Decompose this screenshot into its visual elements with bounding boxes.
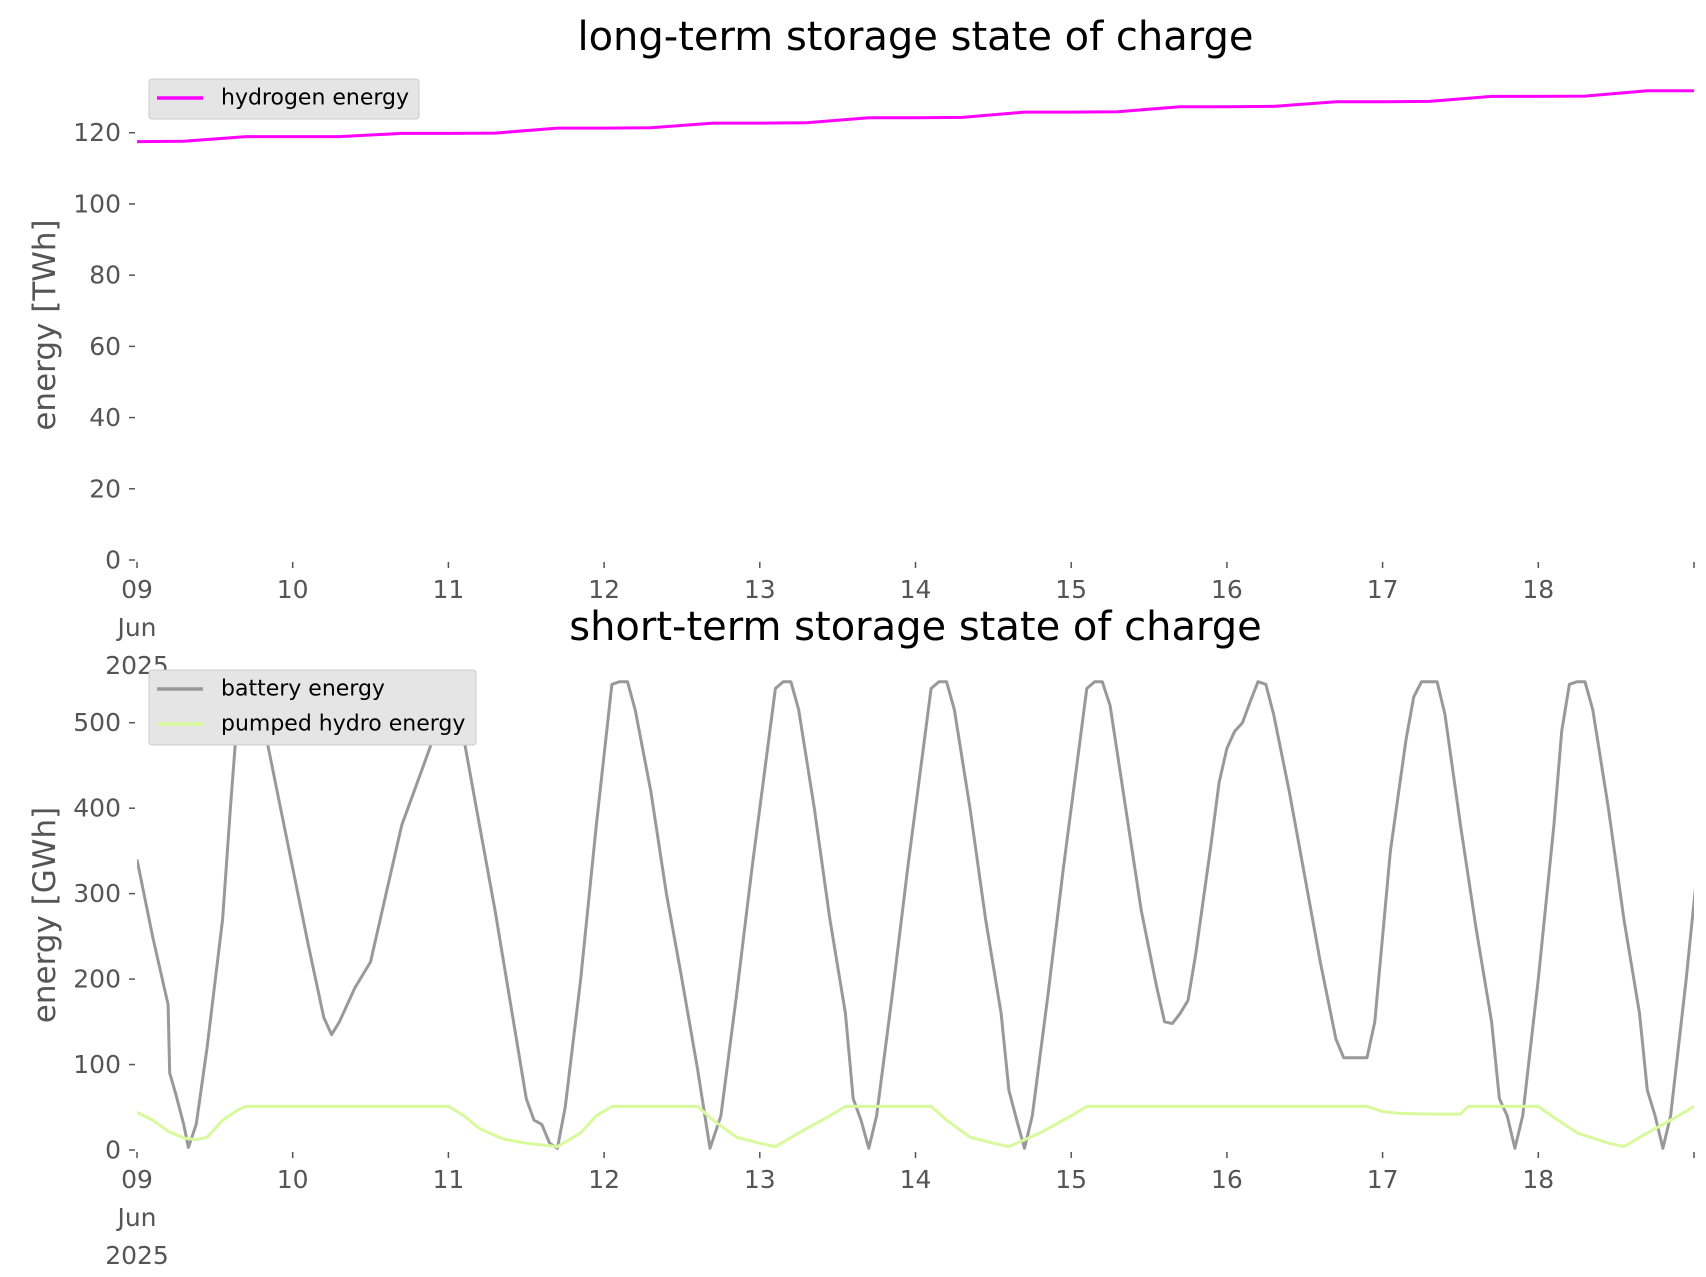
series-line-battery-energy xyxy=(137,680,1694,1150)
x-tick-label: 14 xyxy=(900,575,932,604)
y-tick-label: 500 xyxy=(73,708,121,737)
y-tick-label: 0 xyxy=(105,546,121,575)
legend: hydrogen energy xyxy=(148,78,420,120)
x-axis-ticks: 09 Jun 2025 10 11 12 13 14 15 16 17 18 xyxy=(105,1152,1695,1270)
x-tick-label: 18 xyxy=(1522,1165,1554,1194)
y-axis-label: energy [GWh] xyxy=(27,807,63,1023)
series-line-hydrogen-energy xyxy=(137,89,1694,144)
x-tick-label: 14 xyxy=(900,1165,932,1194)
y-tick-label: 300 xyxy=(73,879,121,908)
x-tick-label: 16 xyxy=(1211,575,1243,604)
x-tick-label: 15 xyxy=(1055,575,1087,604)
series-line-pumped-hydro-energy xyxy=(137,1104,1694,1149)
x-tick-label: 10 xyxy=(277,575,309,604)
x-tick-label: 16 xyxy=(1211,1165,1243,1194)
chart-title: long-term storage state of charge xyxy=(577,14,1253,60)
legend-box xyxy=(148,669,477,746)
x-tick-label: 15 xyxy=(1055,1165,1087,1194)
chart-title: short-term storage state of charge xyxy=(569,604,1262,650)
legend-box xyxy=(148,78,420,120)
y-tick-label: 0 xyxy=(105,1136,121,1165)
long-term-storage-panel: long-term storage state of charge energy… xyxy=(27,14,1695,680)
y-tick-label: 60 xyxy=(89,332,121,361)
x-tick-label: Jun xyxy=(115,1203,156,1232)
y-tick-label: 80 xyxy=(89,261,121,290)
x-tick-label: 2025 xyxy=(105,1241,169,1270)
series-lines xyxy=(137,680,1694,1150)
x-tick-label: 13 xyxy=(744,1165,776,1194)
x-tick-label: 09 xyxy=(121,575,153,604)
short-term-storage-panel: short-term storage state of charge energ… xyxy=(27,604,1695,1270)
x-tick-label: 17 xyxy=(1367,575,1399,604)
legend-label: battery energy xyxy=(221,677,385,702)
x-tick-label: Jun xyxy=(115,613,156,642)
x-tick-label: 11 xyxy=(432,575,464,604)
x-tick-label: 17 xyxy=(1367,1165,1399,1194)
legend: battery energy pumped hydro energy xyxy=(148,669,477,746)
y-tick-label: 120 xyxy=(73,118,121,147)
x-tick-label: 13 xyxy=(744,575,776,604)
x-tick-label: 12 xyxy=(588,575,620,604)
x-tick-label: 12 xyxy=(588,1165,620,1194)
legend-label: hydrogen energy xyxy=(221,86,409,111)
x-tick-label: 18 xyxy=(1522,575,1554,604)
y-axis-ticks: 0 20 40 60 80 100 120 xyxy=(73,118,135,575)
x-tick-label: 10 xyxy=(277,1165,309,1194)
y-tick-label: 200 xyxy=(73,965,121,994)
y-tick-label: 100 xyxy=(73,189,121,218)
y-tick-label: 100 xyxy=(73,1050,121,1079)
y-tick-label: 20 xyxy=(89,474,121,503)
x-tick-label: 09 xyxy=(121,1165,153,1194)
y-axis-ticks: 0 100 200 300 400 500 xyxy=(73,708,135,1165)
y-tick-label: 40 xyxy=(89,403,121,432)
series-lines xyxy=(137,89,1694,144)
y-tick-label: 400 xyxy=(73,794,121,823)
y-axis-label: energy [TWh] xyxy=(27,219,63,430)
x-tick-label: 11 xyxy=(432,1165,464,1194)
legend-label: pumped hydro energy xyxy=(221,712,465,737)
